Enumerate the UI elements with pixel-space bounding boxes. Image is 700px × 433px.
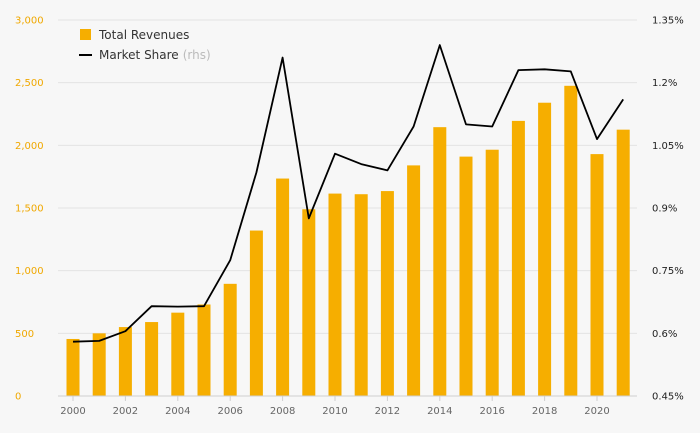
y-right-tick-0.75%: 0.75%	[652, 266, 684, 277]
y-left-tick-2500: 2,500	[15, 78, 44, 89]
bar-2006	[223, 283, 237, 396]
bar-2003	[145, 322, 159, 396]
bar-2002	[118, 327, 132, 396]
axes: 0 500 1,000 1,500 2,000 2,500 3,000 0.45% 0.6% 0.…	[15, 16, 684, 418]
x-tick-2016: 2016	[479, 406, 504, 417]
bar-2016	[485, 149, 499, 396]
y-right-tick-0.9%: 0.9%	[652, 204, 677, 215]
bar-2004	[171, 312, 185, 396]
revenue-bars	[66, 85, 630, 397]
bar-2012	[380, 191, 394, 396]
bar-2001	[92, 333, 106, 396]
legend-label-market-share-name: Market Share	[99, 48, 179, 62]
bar-2011	[354, 194, 368, 396]
y-left-tick-3000: 3,000	[15, 16, 44, 27]
x-tick-2018: 2018	[532, 406, 557, 417]
x-tick-2012: 2012	[375, 406, 400, 417]
bar-2007	[249, 230, 263, 396]
x-tick-2002: 2002	[113, 406, 138, 417]
market-share-line	[72, 44, 624, 343]
x-tick-2006: 2006	[217, 406, 242, 417]
bar-2005	[197, 304, 211, 396]
x-tick-2020: 2020	[584, 406, 609, 417]
bar-2000	[66, 338, 80, 396]
legend: Total Revenues Market Share (rhs)	[79, 28, 211, 62]
bar-2010	[328, 193, 342, 396]
y-left-tick-2000: 2,000	[15, 141, 44, 152]
bar-2013	[407, 165, 421, 396]
legend-label-market-share-suffix: (rhs)	[183, 48, 211, 62]
legend-swatch-total-revenues	[80, 29, 91, 40]
bar-2015	[459, 156, 473, 396]
legend-label-total-revenues: Total Revenues	[98, 28, 189, 42]
bar-2014	[433, 127, 447, 396]
bar-2021	[616, 129, 630, 396]
bar-2017	[511, 120, 525, 396]
bar-2020	[590, 154, 604, 396]
y-left-tick-1000: 1,000	[15, 266, 44, 277]
market-share-line-group	[72, 44, 624, 343]
bar-2019	[564, 85, 578, 397]
bar-2008	[276, 178, 290, 396]
x-tick-2008: 2008	[270, 406, 295, 417]
y-left-tick-0: 0	[15, 392, 21, 403]
y-right-tick-0.6%: 0.6%	[652, 329, 677, 340]
legend-label-market-share: Market Share (rhs)	[99, 48, 211, 62]
x-tick-2010: 2010	[322, 406, 347, 417]
y-left-tick-1500: 1,500	[15, 204, 44, 215]
x-tick-2000: 2000	[60, 406, 85, 417]
y-right-tick-0.45%: 0.45%	[652, 392, 684, 403]
x-tick-2004: 2004	[165, 406, 190, 417]
y-right-tick-1.2%: 1.2%	[652, 78, 677, 89]
x-tick-2014: 2014	[427, 406, 452, 417]
bar-2009	[302, 209, 316, 396]
y-left-tick-500: 500	[15, 329, 34, 340]
bar-2018	[538, 102, 552, 396]
y-right-tick-1.05%: 1.05%	[652, 141, 684, 152]
y-right-tick-1.35%: 1.35%	[652, 16, 684, 27]
